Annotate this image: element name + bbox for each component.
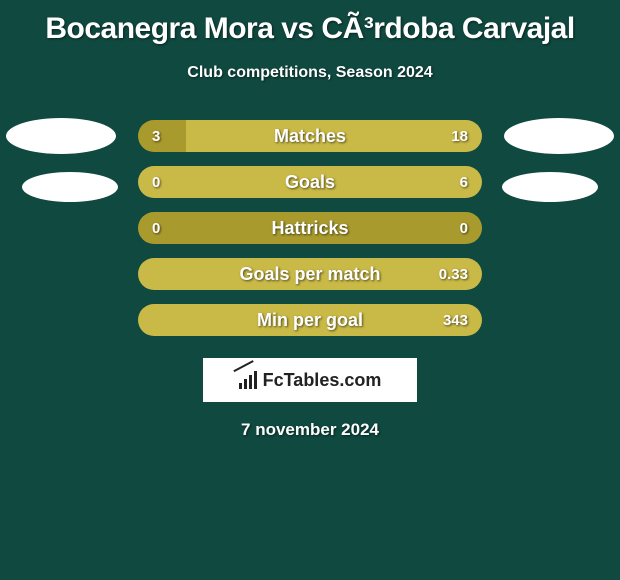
branding-box: FcTables.com bbox=[203, 358, 417, 402]
date-text: 7 november 2024 bbox=[0, 420, 620, 440]
stat-left-value: 0 bbox=[152, 220, 160, 237]
stat-row: Goals per match 0.33 bbox=[0, 258, 620, 290]
chart-icon bbox=[239, 371, 257, 389]
stat-right-value: 0 bbox=[460, 220, 468, 237]
stats-list: 3 Matches 18 0 Goals 6 0 Hattricks 0 Goals per ma… bbox=[0, 120, 620, 336]
stat-left-value: 3 bbox=[152, 128, 160, 145]
stat-bar: 3 Matches 18 bbox=[138, 120, 482, 152]
stat-left-value: 0 bbox=[152, 174, 160, 191]
stat-bar: Min per goal 343 bbox=[138, 304, 482, 336]
stat-label: Min per goal bbox=[257, 310, 363, 331]
player-right-ellipse bbox=[504, 118, 614, 154]
page-title: Bocanegra Mora vs CÃ³rdoba Carvajal bbox=[0, 12, 620, 46]
stat-right-value: 343 bbox=[443, 312, 468, 329]
stat-right-value: 0.33 bbox=[439, 266, 468, 283]
stat-label: Matches bbox=[274, 126, 346, 147]
subtitle: Club competitions, Season 2024 bbox=[0, 64, 620, 82]
player-right-ellipse bbox=[502, 172, 598, 202]
stat-label: Goals bbox=[285, 172, 335, 193]
comparison-infographic: Bocanegra Mora vs CÃ³rdoba Carvajal Club… bbox=[0, 0, 620, 440]
stat-row: Min per goal 343 bbox=[0, 304, 620, 336]
stat-row: 0 Goals 6 bbox=[0, 166, 620, 198]
stat-bar: 0 Goals 6 bbox=[138, 166, 482, 198]
stat-label: Goals per match bbox=[239, 264, 380, 285]
stat-bar: 0 Hattricks 0 bbox=[138, 212, 482, 244]
stat-label: Hattricks bbox=[271, 218, 348, 239]
stat-row: 3 Matches 18 bbox=[0, 120, 620, 152]
player-left-ellipse bbox=[6, 118, 116, 154]
stat-bar: Goals per match 0.33 bbox=[138, 258, 482, 290]
player-left-ellipse bbox=[22, 172, 118, 202]
stat-right-value: 6 bbox=[460, 174, 468, 191]
stat-row: 0 Hattricks 0 bbox=[0, 212, 620, 244]
stat-right-value: 18 bbox=[451, 128, 468, 145]
branding-text: FcTables.com bbox=[263, 370, 382, 391]
